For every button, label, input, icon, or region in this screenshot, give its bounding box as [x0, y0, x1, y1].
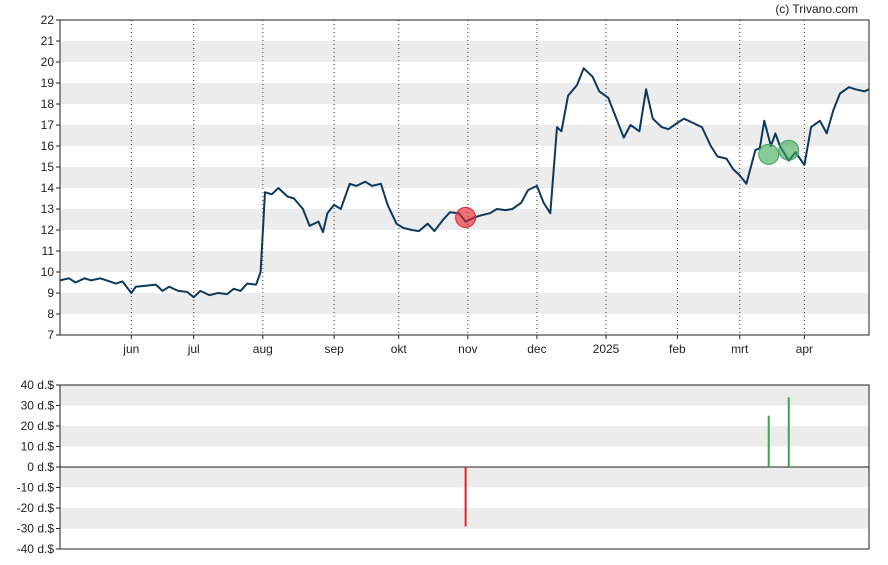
x-tick-label: apr	[796, 342, 813, 356]
grid-band	[60, 293, 869, 314]
grid-band	[60, 426, 869, 447]
y-tick-label: -10 d.$	[17, 481, 55, 495]
y-tick-label: -40 d.$	[17, 542, 55, 556]
price-chart-frame	[59, 19, 870, 336]
grid-band	[60, 467, 869, 488]
y-tick-label: -30 d.$	[17, 522, 55, 536]
x-tick-label: feb	[669, 342, 686, 356]
grid-band	[60, 125, 869, 146]
x-tick-label: nov	[458, 342, 477, 356]
y-tick-label: 15	[41, 160, 55, 174]
y-tick-label: -20 d.$	[17, 501, 55, 515]
x-tick-label: mrt	[731, 342, 749, 356]
y-tick-label: 30 d.$	[21, 399, 55, 413]
x-tick-label: 2025	[593, 342, 620, 356]
y-tick-label: 7	[47, 328, 54, 342]
buy-signal-marker	[778, 139, 800, 161]
y-tick-label: 12	[41, 223, 55, 237]
y-tick-label: 10 d.$	[21, 440, 55, 454]
buy-signal-marker	[758, 143, 780, 165]
credit-label: (c) Trivano.com	[775, 2, 858, 16]
y-tick-label: 14	[41, 181, 55, 195]
y-tick-label: 22	[41, 13, 55, 27]
y-tick-label: 20 d.$	[21, 419, 55, 433]
y-tick-label: 16	[41, 139, 55, 153]
grid-band	[60, 251, 869, 272]
y-tick-label: 8	[47, 307, 54, 321]
x-tick-label: aug	[253, 342, 273, 356]
y-tick-label: 21	[41, 34, 55, 48]
grid-band	[60, 83, 869, 104]
y-tick-label: 11	[42, 244, 55, 258]
y-tick-label: 18	[41, 97, 55, 111]
y-tick-label: 10	[41, 265, 55, 279]
sell-signal-marker	[455, 206, 477, 228]
y-tick-label: 0 d.$	[27, 460, 54, 474]
grid-band	[60, 167, 869, 188]
x-tick-label: dec	[527, 342, 546, 356]
grid-band	[60, 508, 869, 529]
y-tick-label: 9	[47, 286, 54, 300]
grid-band	[60, 41, 869, 62]
y-tick-label: 17	[41, 118, 55, 132]
x-tick-label: okt	[391, 342, 408, 356]
x-tick-label: sep	[324, 342, 344, 356]
y-tick-label: 13	[41, 202, 55, 216]
y-tick-label: 40 d.$	[21, 378, 55, 392]
y-tick-label: 19	[41, 76, 55, 90]
x-tick-label: jul	[187, 342, 200, 356]
grid-band	[60, 385, 869, 406]
x-tick-label: jun	[122, 342, 139, 356]
y-tick-label: 20	[41, 55, 55, 69]
